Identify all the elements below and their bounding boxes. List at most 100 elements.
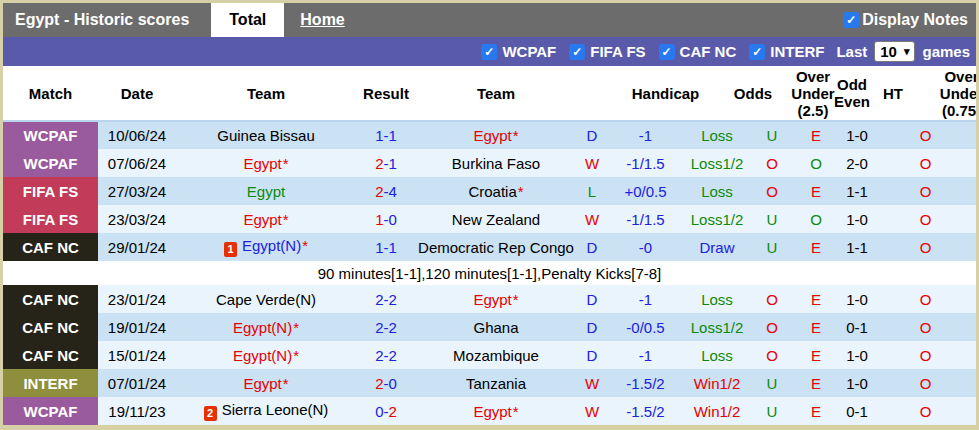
result-letter: W [576,369,608,397]
col-header-team1: Team [176,66,356,121]
team-name[interactable]: Egypt(N) [242,237,301,254]
top-tab-bar: Egypt - Historic scores Total Home ✓ Dis… [3,3,976,37]
score-away: 2 [389,347,397,364]
col-header-team2: Team [416,66,576,121]
team-name: Egypt [243,155,281,172]
team-name: Egypt [473,127,511,144]
over-under-25-value: U [751,397,793,425]
team-name: Mozambique [453,347,539,364]
result-letter: L [576,177,608,205]
team-cell-home: 2Sierra Leone(N) [176,397,356,425]
scores-table: Match Date Team Result Team Handicap Odd… [3,66,976,425]
team-name: Cape Verde(N) [216,291,316,308]
checkbox-checked-icon[interactable]: ✓ [749,44,765,60]
match-date: 15/01/24 [98,341,176,369]
score-home: 2 [375,347,383,364]
half-time-score: 2-0 [839,149,875,177]
odd-even-value: O [793,149,839,177]
filter-checkbox-label: CAF NC [680,43,737,60]
match-row: WCPAF19/11/232Sierra Leone(N)0-2Egypt*W-… [3,397,976,425]
red-card-icon: 1 [224,242,237,257]
result-letter: D [576,341,608,369]
odds-result: Loss1/2 [683,205,751,233]
over-under-075-value: O [875,205,976,233]
team-cell-away: New Zealand [416,205,576,233]
star-marker: * [283,155,289,172]
score-cell: 2-2 [356,313,416,341]
match-date: 29/01/24 [98,233,176,261]
scores-table-wrap: Match Date Team Result Team Handicap Odd… [3,66,976,425]
match-note: 90 minutes[1-1],120 minutes[1-1],Penalty… [3,261,976,285]
filter-checkbox-wcpaf[interactable]: ✓WCPAF [481,43,556,60]
half-time-score: 1-0 [839,285,875,313]
tab-total[interactable]: Total [211,3,284,37]
score-home: 0 [375,403,383,420]
over-under-075-value: O [875,341,976,369]
odd-even-value: E [793,285,839,313]
over-under-25-value: U [751,121,793,149]
col-header-result: Result [356,66,416,121]
competition-badge: CAF NC [3,341,98,369]
team-cell-home: Egypt* [176,149,356,177]
score-away: 1 [389,127,397,144]
result-letter: D [576,121,608,149]
filter-checkbox-fifa-fs[interactable]: ✓ FIFA FS [569,43,645,60]
half-time-score: 0-1 [839,313,875,341]
star-marker: * [513,291,519,308]
score-home: 2 [375,319,383,336]
score-cell: 1-1 [356,121,416,149]
handicap-value: -1/1.5 [608,205,683,233]
score-away: 1 [389,239,397,256]
over-under-075-value: O [875,369,976,397]
match-row: CAF NC29/01/241Egypt(N)*1-1Democratic Re… [3,233,976,261]
competition-badge: FIFA FS [3,177,98,205]
team-name: Croatia [468,183,516,200]
checkbox-checked-icon[interactable]: ✓ [569,44,585,60]
match-date: 19/11/23 [98,397,176,425]
team-name: Democratic Rep Congo [418,239,574,256]
odds-result: Loss [683,285,751,313]
odd-even-value: E [793,313,839,341]
score-cell: 2-4 [356,177,416,205]
team-name: Guinea Bissau [217,127,315,144]
filter-checkbox-caf-nc[interactable]: ✓ CAF NC [659,43,737,60]
display-notes-label: Display Notes [862,11,968,29]
result-letter: D [576,313,608,341]
odds-result: Win1/2 [683,397,751,425]
filter-checkbox-label: FIFA FS [590,43,645,60]
star-marker: * [283,211,289,228]
competition-badge: WCPAF [3,149,98,177]
score-away: 2 [389,319,397,336]
match-date: 23/03/24 [98,205,176,233]
competition-badge: CAF NC [3,313,98,341]
team-name: Burkina Faso [452,155,540,172]
display-notes-toggle[interactable]: ✓ Display Notes [843,3,976,37]
handicap-value: -1.5/2 [608,369,683,397]
checkbox-checked-icon[interactable]: ✓ [481,44,497,60]
team-name: Egypt [247,183,285,200]
filter-checkbox-interf[interactable]: ✓INTERF [749,43,824,60]
tab-home[interactable]: Home [284,3,360,37]
half-time-score: 1-0 [839,341,875,369]
checkbox-checked-icon[interactable]: ✓ [843,12,859,28]
odd-even-value: E [793,341,839,369]
score-cell: 2-2 [356,341,416,369]
team-cell-away: Egypt* [416,121,576,149]
star-marker: * [513,403,519,420]
over-under-075-value: O [875,397,976,425]
competition-badge: CAF NC [3,285,98,313]
last-games-control: Last 10 ▾ games [836,41,970,62]
team-cell-away: Tanzania [416,369,576,397]
odds-result: Loss [683,177,751,205]
star-marker: * [513,127,519,144]
odd-even-value: E [793,121,839,149]
last-label: Last [836,43,867,60]
score-cell: 1-0 [356,205,416,233]
over-under-25-value: O [751,177,793,205]
team-name: Tanzania [466,375,526,392]
score-away: 0 [389,375,397,392]
half-time-score: 1-0 [839,205,875,233]
match-row: WCPAF07/06/24Egypt*2-1Burkina FasoW-1/1.… [3,149,976,177]
games-count-select[interactable]: 10 ▾ [874,41,915,62]
checkbox-checked-icon[interactable]: ✓ [659,44,675,60]
